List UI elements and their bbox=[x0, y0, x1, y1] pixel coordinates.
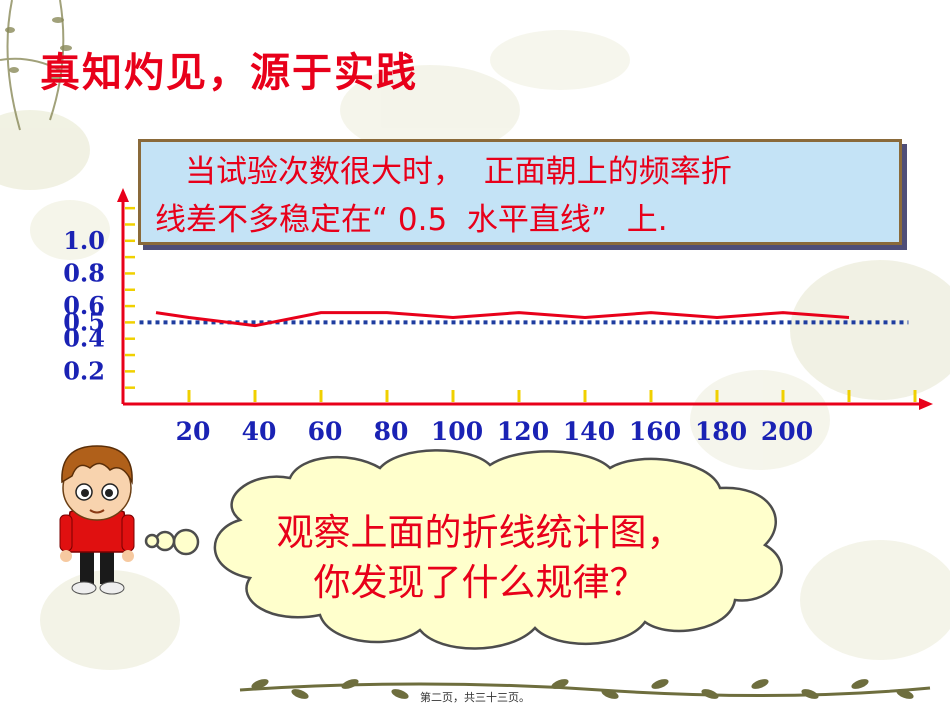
page-number: 第二页，共三十三页。 bbox=[420, 691, 530, 704]
note-box: 当试验次数很大时， 正面朝上的频率折 线差不多稳定在“ 0.5 水平直线” 上. bbox=[138, 139, 902, 245]
y-tick-label: 0.5 bbox=[63, 307, 105, 336]
question-line: 你发现了什么规律？ bbox=[313, 561, 647, 604]
x-tick-label: 160 bbox=[629, 417, 681, 446]
x-tick-label: 20 bbox=[176, 417, 211, 446]
question-line: 观察上面的折线统计图， bbox=[276, 511, 684, 554]
x-tick-label: 140 bbox=[563, 417, 615, 446]
x-tick-label: 60 bbox=[308, 417, 343, 446]
slide-title: 真知灼见，源于实践 bbox=[40, 50, 418, 96]
note-line: 线差不多稳定在“ 0.5 水平直线” 上. bbox=[155, 202, 668, 238]
y-tick-label: 0.4 bbox=[63, 324, 105, 353]
note-line: 当试验次数很大时， 正面朝上的频率折 bbox=[185, 154, 732, 190]
y-tick-label: 0.6 bbox=[63, 291, 105, 320]
x-tick-label: 80 bbox=[374, 417, 409, 446]
x-tick-label: 120 bbox=[497, 417, 549, 446]
x-tick-label: 180 bbox=[695, 417, 747, 446]
y-tick-label: 0.8 bbox=[63, 258, 105, 287]
y-tick-label: 0.2 bbox=[63, 356, 105, 385]
x-tick-label: 100 bbox=[431, 417, 483, 446]
y-axis-arrow-icon bbox=[117, 188, 129, 202]
x-axis-arrow-icon bbox=[919, 398, 933, 410]
y-tick-label: 1.0 bbox=[63, 226, 105, 255]
question-text: 观察上面的折线统计图， 你发现了什么规律？ bbox=[190, 508, 770, 608]
series-line bbox=[155, 311, 850, 328]
x-tick-label: 40 bbox=[242, 417, 277, 446]
x-tick-label: 200 bbox=[761, 417, 813, 446]
